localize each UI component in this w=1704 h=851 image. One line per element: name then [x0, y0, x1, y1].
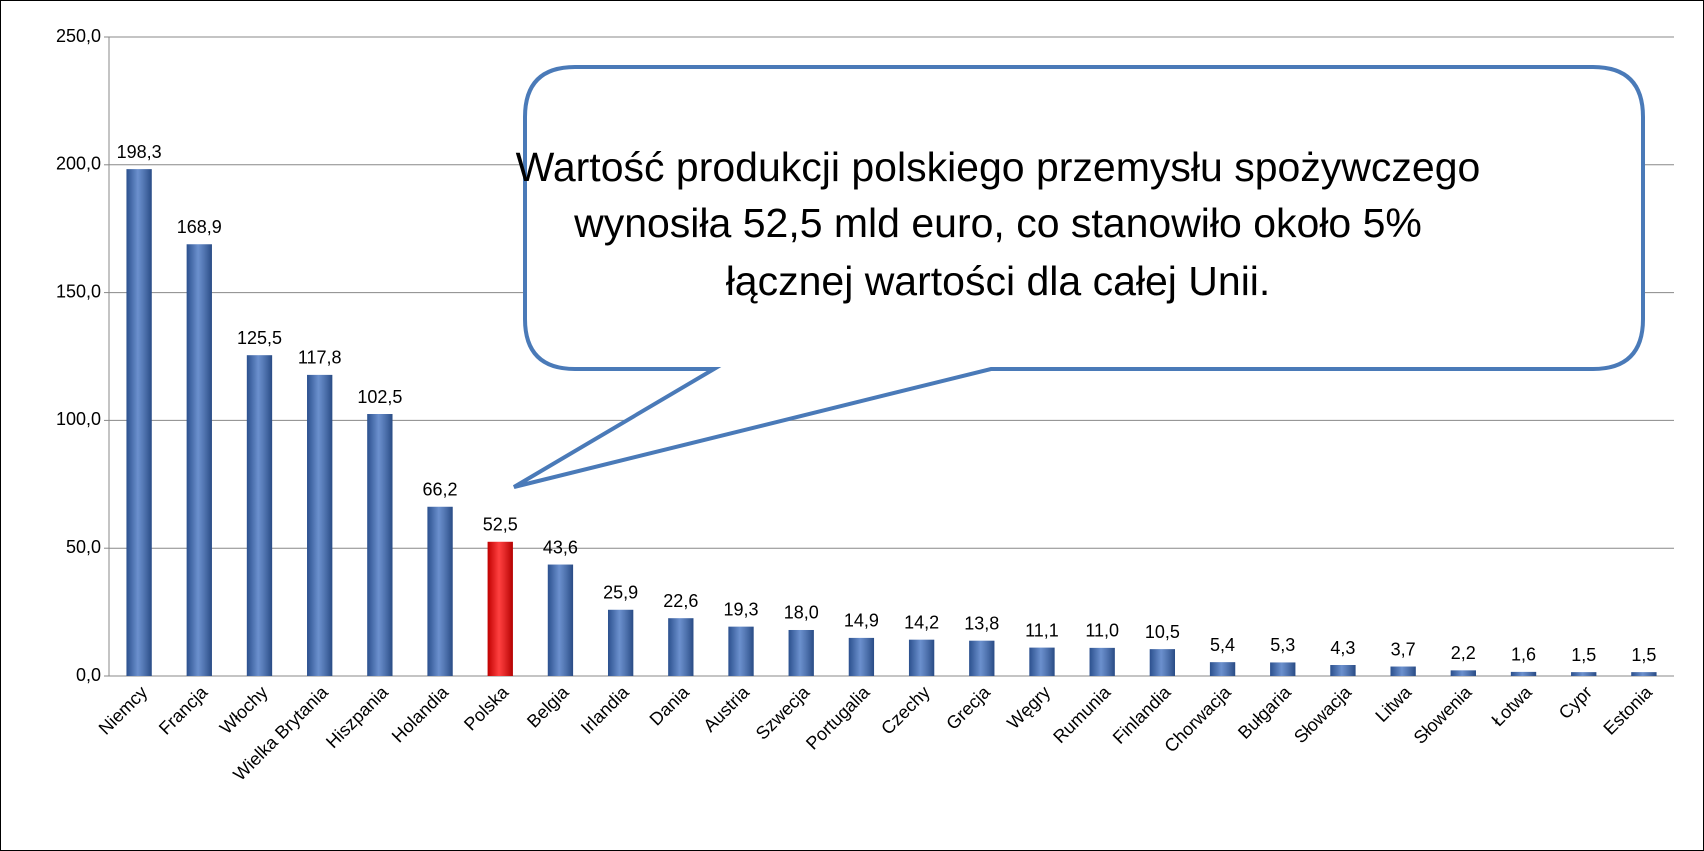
data-label: 1,5 — [1631, 645, 1656, 665]
data-label: 5,4 — [1210, 635, 1235, 655]
data-label: 22,6 — [663, 591, 698, 611]
data-label: 66,2 — [423, 480, 458, 500]
data-label: 102,5 — [357, 387, 402, 407]
bar-shade — [1149, 649, 1176, 676]
data-label: 5,3 — [1270, 635, 1295, 655]
bar-shade — [126, 169, 152, 676]
bar-shade — [1209, 662, 1236, 676]
bar-shade — [969, 640, 995, 676]
y-tick-label: 100,0 — [56, 409, 101, 429]
bar-shade — [607, 609, 634, 676]
data-label: 11,1 — [1025, 620, 1059, 640]
bar-shade — [728, 626, 754, 676]
bar-shade — [186, 244, 212, 676]
data-label: 14,9 — [844, 611, 879, 631]
bar-shade — [848, 637, 875, 676]
callout-box — [512, 65, 1645, 489]
annotation-line: wynosiła 52,5 mld euro, co stanowiło oko… — [573, 200, 1422, 246]
bar-shade — [788, 629, 814, 676]
bar-shade — [547, 564, 574, 676]
data-label: 19,3 — [723, 599, 758, 619]
data-label: 25,9 — [603, 583, 638, 603]
data-label: 11,0 — [1085, 621, 1119, 641]
data-label: 43,6 — [543, 537, 578, 557]
data-label: 18,0 — [784, 603, 819, 623]
data-label: 10,5 — [1145, 622, 1180, 642]
data-label: 52,5 — [483, 515, 518, 535]
bar-shade — [1270, 662, 1296, 676]
y-tick-label: 0,0 — [76, 665, 101, 685]
bar-shade — [427, 506, 453, 676]
data-label: 1,6 — [1511, 645, 1536, 665]
bar-shade — [1029, 647, 1055, 676]
y-tick-label: 50,0 — [66, 537, 101, 557]
data-label: 14,2 — [904, 612, 939, 632]
bar-shade — [307, 374, 333, 676]
bar-shade — [1571, 672, 1597, 676]
data-label: 117,8 — [298, 348, 342, 368]
data-label: 13,8 — [964, 613, 999, 633]
y-tick-label: 250,0 — [56, 26, 101, 46]
bar-shade — [908, 639, 935, 676]
data-label: 168,9 — [177, 217, 222, 237]
callout: Wartość produkcji polskiego przemysłu sp… — [512, 65, 1645, 489]
data-label: 4,3 — [1330, 638, 1355, 658]
data-label: 2,2 — [1451, 643, 1476, 663]
data-label: 3,7 — [1391, 639, 1416, 659]
bar-shade — [1330, 665, 1356, 676]
y-tick-label: 150,0 — [56, 281, 101, 301]
bar-shade — [246, 355, 273, 676]
bar-shade — [1510, 671, 1537, 676]
bar-shade — [1631, 672, 1657, 676]
bar-shade — [1089, 647, 1115, 676]
data-label: 125,5 — [237, 328, 282, 348]
annotation-line: Wartość produkcji polskiego przemysłu sp… — [516, 144, 1481, 190]
bar-shade — [487, 541, 513, 676]
data-label: 198,3 — [117, 142, 162, 162]
bar-shade — [668, 618, 694, 676]
data-label: 1,5 — [1571, 645, 1596, 665]
y-tick-label: 200,0 — [56, 154, 101, 174]
bar-shade — [367, 414, 393, 676]
annotation-line: łącznej wartości dla całej Unii. — [726, 258, 1271, 304]
bar-shade — [1390, 666, 1416, 676]
bar-shade — [1450, 670, 1476, 676]
